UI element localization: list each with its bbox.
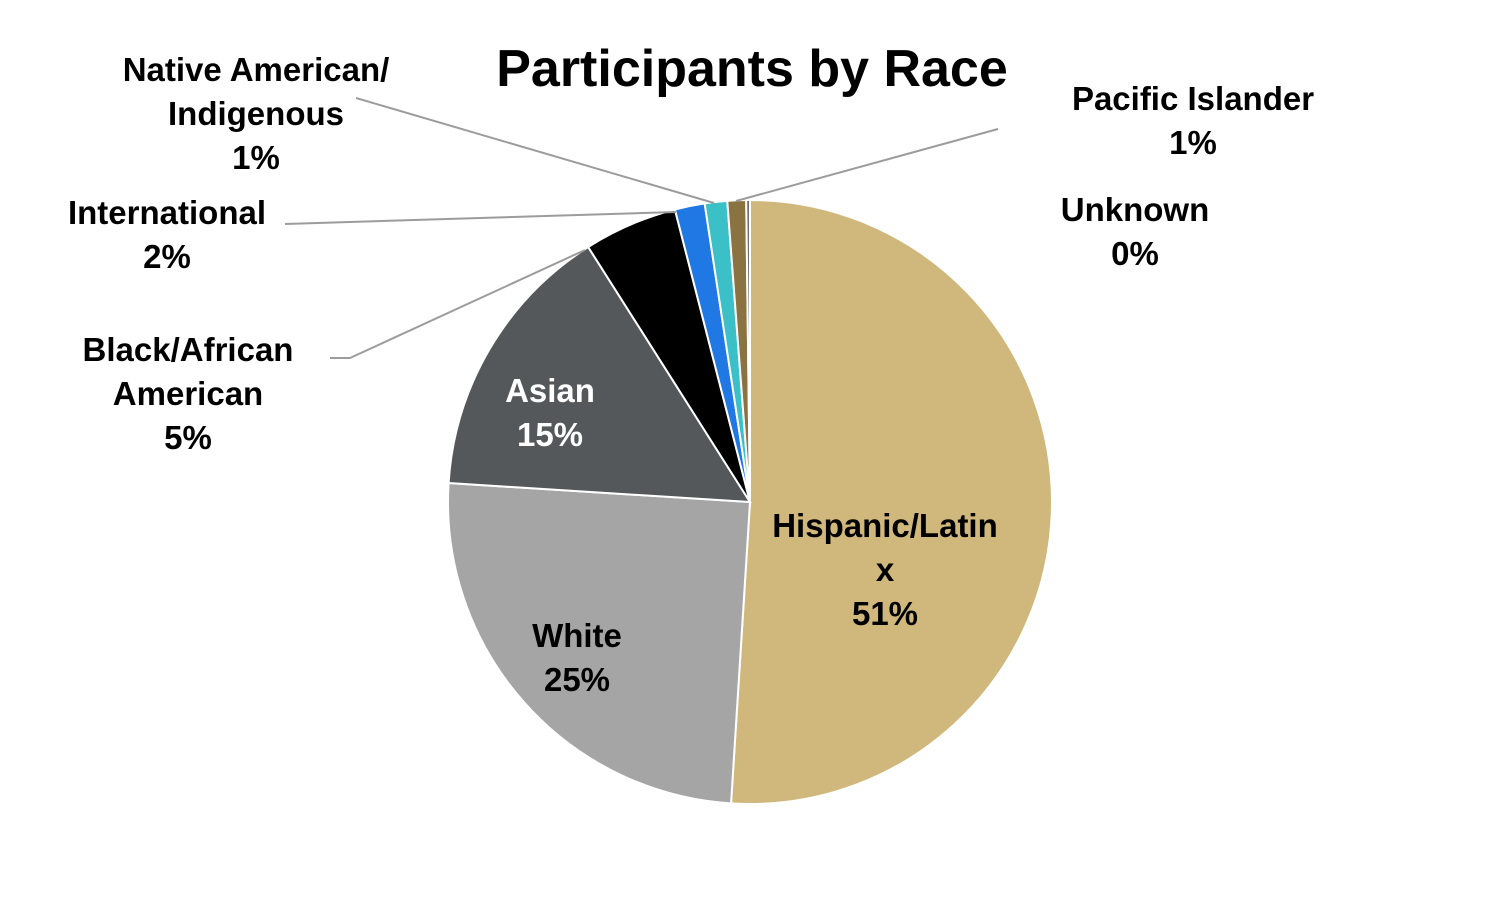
slice-value-label: 25%: [544, 661, 610, 698]
pie-slice-unknown: [745, 198, 751, 503]
slice-label-text: Asian: [505, 372, 595, 409]
leader-lines: [284, 97, 999, 359]
slice-label-white: White 25%: [532, 617, 622, 698]
slice-label-text: Indigenous: [168, 95, 344, 132]
slice-label-text: Unknown: [1061, 191, 1209, 228]
slice-value-label: 0%: [1111, 235, 1159, 272]
pie-slices: [447, 198, 1053, 805]
slice-label-text: x: [876, 551, 895, 588]
slice-label-text: White: [532, 617, 622, 654]
slice-label-hispanic-latinx: Hispanic/Latin x 51%: [772, 507, 998, 632]
leader-line-international: [284, 211, 677, 225]
slice-label-text: Hispanic/Latin: [772, 507, 998, 544]
slice-value-label: 51%: [852, 595, 918, 632]
slice-value-label: 15%: [517, 416, 583, 453]
slice-labels: Hispanic/Latin x 51% White 25% Asian 15% Black/…: [68, 51, 1314, 698]
slice-label-native-american-indigenous: Native American/Indigenous 1%: [123, 51, 390, 176]
slice-value-label: 1%: [232, 139, 280, 176]
slice-label-unknown: Unknown 0%: [1061, 191, 1209, 272]
slice-value-label: 2%: [143, 238, 191, 275]
slice-label-pacific-islander: Pacific Islander 1%: [1072, 80, 1314, 161]
pie-slice-hispanic-latinx: [729, 198, 1053, 805]
chart-title: Participants by Race: [496, 40, 1008, 98]
slice-label-asian: Asian 15%: [505, 372, 595, 453]
slice-label-text: Black/African: [83, 331, 294, 368]
pie-slice-asian: [447, 245, 752, 504]
slice-label-text: International: [68, 194, 266, 231]
slice-label-black-african-american: Black/African American 5%: [83, 331, 294, 456]
slice-value-label: 5%: [164, 419, 212, 456]
slice-value-label: 1%: [1169, 124, 1217, 161]
leader-line-native-american-indigenous: [355, 97, 715, 204]
slice-label-text: American: [113, 375, 263, 412]
leader-line-black-african-american: [330, 249, 586, 359]
slice-label-international: International 2%: [68, 194, 266, 275]
pie-slice-white: [447, 481, 752, 805]
slice-label-text: Pacific Islander: [1072, 80, 1314, 117]
leader-line-pacific-islander: [735, 128, 999, 202]
slice-label-text: Native American/: [123, 51, 390, 88]
